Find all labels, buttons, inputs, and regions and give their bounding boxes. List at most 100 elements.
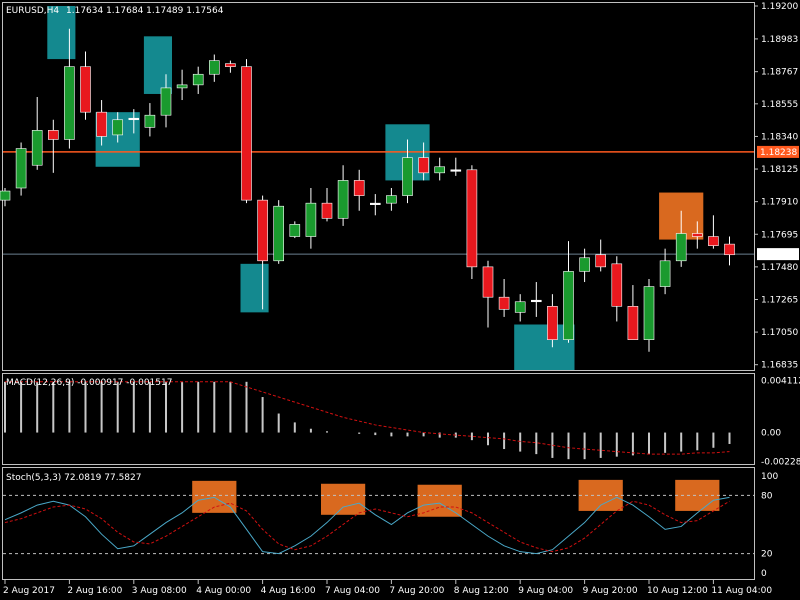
candle[interactable] [627,285,639,340]
candle[interactable] [144,103,156,137]
candle-body [241,66,252,201]
price-tick-label: 1.19200 [761,2,798,12]
candle-body [321,202,333,219]
macd-tick-label: 0.00 [761,429,781,439]
candle[interactable] [225,60,236,73]
candle[interactable] [0,188,11,207]
candle[interactable] [402,139,413,204]
candle-body [611,263,623,307]
candle[interactable] [643,279,655,352]
candle[interactable] [47,119,59,173]
candles-layer[interactable] [0,28,735,352]
time-tick-label: 2 Aug 16:00 [67,586,122,596]
candle[interactable] [273,200,285,264]
candle[interactable] [64,28,75,149]
candle-body [0,190,11,201]
candle-body [176,84,188,89]
candle-body [128,117,140,121]
zone-teal [47,6,76,60]
candle-body [563,271,574,340]
stoch-tick-label: 0 [761,569,767,579]
price-tick-label: 1.18340 [761,132,798,142]
candle-body [418,157,429,174]
candle[interactable] [353,169,365,211]
candle[interactable] [160,74,172,128]
macd-pane-frame [2,373,755,465]
candle[interactable] [305,188,317,249]
candle-body [514,301,526,313]
candle-body [209,60,220,75]
candle[interactable] [675,210,687,267]
candle[interactable] [450,157,462,176]
time-tick-label: 4 Aug 16:00 [261,586,316,596]
time-axis: 2 Aug 2017 2 Aug 16:00 3 Aug 08:00 4 Aug 00… [3,579,772,596]
bid-price-label-text: 1.17564 [760,250,797,260]
candle[interactable] [659,248,671,295]
candle-body [160,87,172,116]
candle[interactable] [466,165,478,279]
macd-tick-label: -0.002287 [761,458,800,468]
candle[interactable] [579,248,590,283]
candle[interactable] [31,97,43,170]
candle[interactable] [611,256,623,322]
candle[interactable] [530,282,542,317]
candle-body [659,260,671,287]
time-tick-label: 9 Aug 04:00 [518,586,573,596]
price-tick-label: 1.18555 [761,100,798,110]
time-tick-label: 8 Aug 12:00 [454,586,509,596]
candle[interactable] [482,260,494,328]
candle[interactable] [724,236,735,266]
candle-body [353,180,365,196]
candle[interactable] [337,165,349,226]
candle[interactable] [289,221,301,239]
time-tick-label: 7 Aug 04:00 [325,586,380,596]
price-tick-label: 1.17695 [761,230,798,240]
time-tick-label: 9 Aug 20:00 [583,586,638,596]
candle[interactable] [498,279,510,317]
macd-layer: 0.004112 0.00 -0.002287 [4,377,800,468]
stoch-zone [321,483,366,515]
stoch-signal-line [4,500,730,553]
candle[interactable] [386,188,397,211]
candle[interactable] [128,109,140,134]
stoch-zone [417,484,462,517]
price-tick-label: 1.18767 [761,68,798,78]
candle[interactable] [691,221,703,249]
stoch-pane-frame [2,467,755,580]
candle[interactable] [595,239,607,272]
candle[interactable] [257,195,268,310]
candle[interactable] [514,294,526,322]
ohlc-readout: 1.17634 1.17684 1.17489 1.17564 [66,6,224,16]
candle-body [273,205,285,262]
macd-tick-label: 0.004112 [761,377,800,387]
candle[interactable] [241,59,252,204]
symbol-timeframe: EURUSD,H4 [6,6,59,16]
candle-body [80,66,91,113]
candle[interactable] [192,66,204,94]
candle[interactable] [321,188,333,222]
candle[interactable] [418,142,429,181]
candle[interactable] [15,142,27,196]
price-tick-label: 1.18125 [761,165,798,175]
candle[interactable] [112,112,123,143]
candle[interactable] [434,157,446,181]
candle[interactable] [176,69,188,101]
candle[interactable] [547,294,558,348]
time-tick-label: 11 Aug 04:00 [711,586,772,596]
candle-body [31,130,43,166]
candle[interactable] [708,215,719,249]
resistance-price-label: 1.18238 [757,145,799,158]
candle-body [257,199,268,262]
main-lines-layer [3,151,754,255]
candle[interactable] [80,51,91,120]
price-tick-label: 1.18983 [761,35,798,45]
candle[interactable] [209,54,220,82]
candle[interactable] [369,194,381,216]
candle[interactable] [563,241,574,343]
candle-body [144,114,156,128]
main-pane-frame [2,2,755,371]
candle[interactable] [96,100,107,146]
resistance-price-label-box [757,145,799,158]
